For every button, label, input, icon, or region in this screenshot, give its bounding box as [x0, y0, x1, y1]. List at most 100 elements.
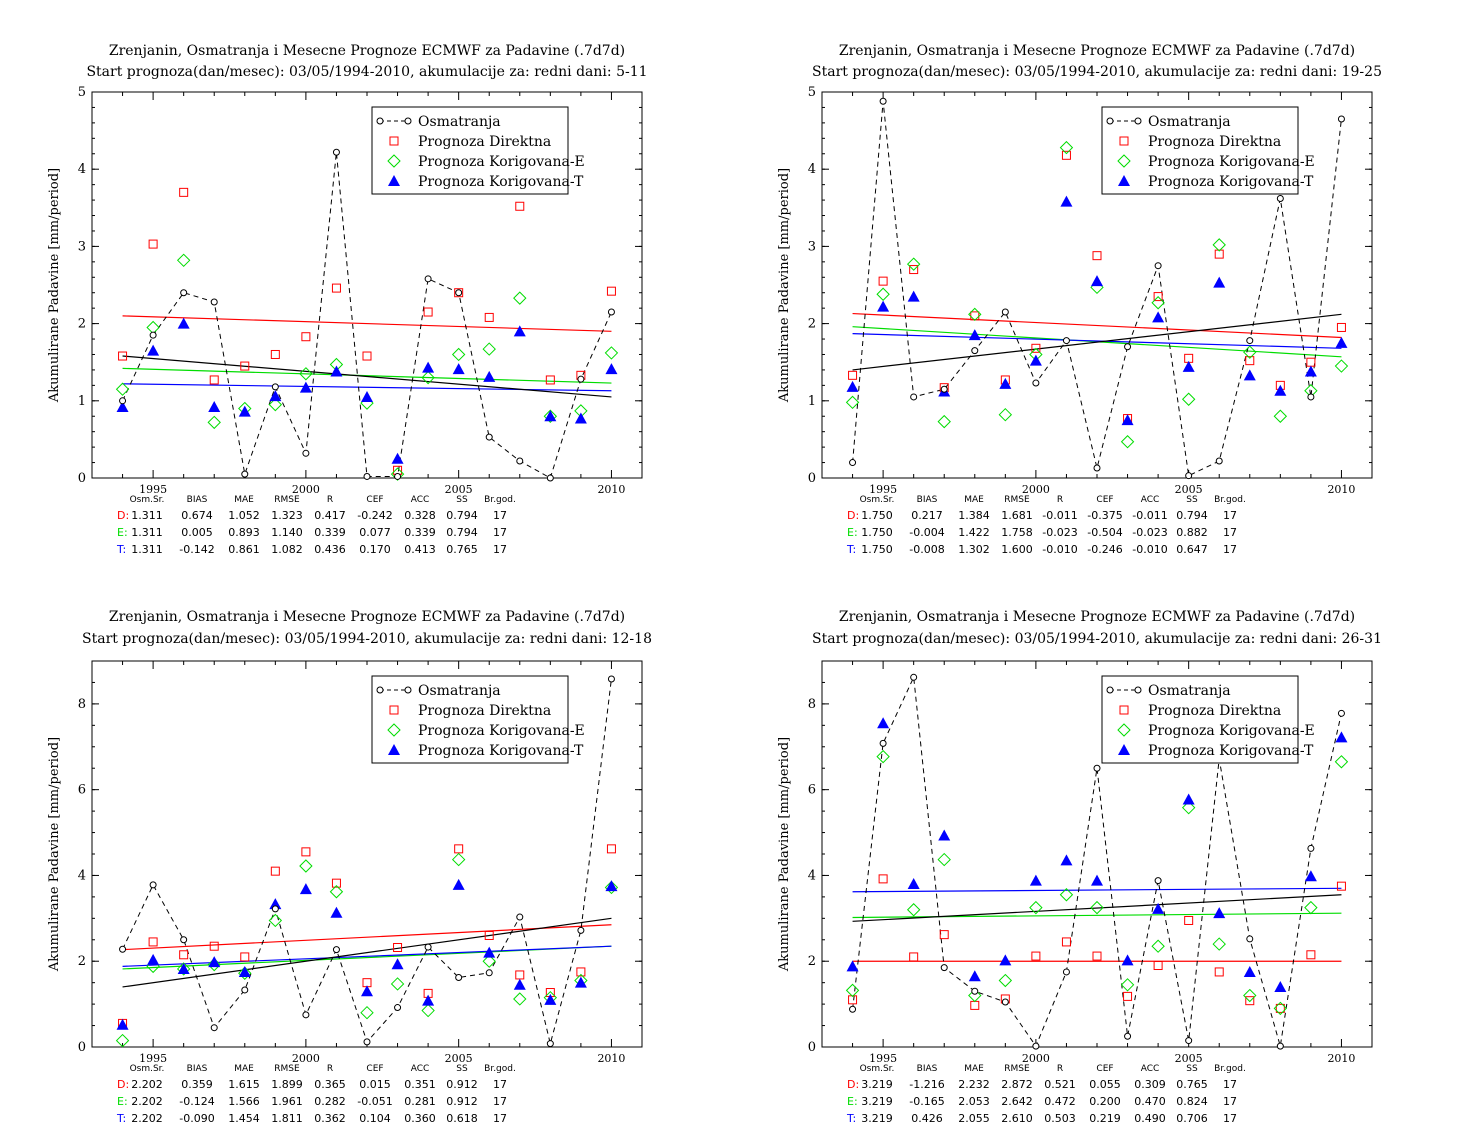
point-observed [210, 298, 218, 306]
point-corrected_e [1212, 937, 1226, 951]
point-corrected_e [238, 966, 252, 980]
point-observed [940, 385, 948, 393]
stats-value: -0.090 [179, 1112, 214, 1125]
point-corrected_e [1029, 900, 1043, 915]
point-observed [1246, 337, 1254, 345]
stats-row-label: D: [117, 1078, 129, 1091]
y-tick-label: 4 [78, 162, 86, 177]
y-tick-label: 3 [808, 239, 816, 254]
point-corrected_t [1029, 354, 1042, 366]
point-corrected_e [390, 467, 405, 481]
point-observed [210, 1024, 218, 1032]
y-tick-label: 3 [78, 239, 86, 254]
stats-header: RMSE [1004, 495, 1030, 505]
y-tick-label: 0 [808, 471, 816, 486]
chart-subtitle: Start prognoza(dan/mesec): 03/05/1994-20… [86, 64, 647, 80]
point-corrected_t [1213, 276, 1226, 288]
point-observed [1307, 393, 1315, 401]
stats-value: -0.051 [357, 1095, 392, 1108]
point-corrected_e [1181, 392, 1196, 406]
y-tick-label: 2 [808, 317, 816, 332]
legend-label-observed: Osmatranja [1148, 114, 1231, 130]
point-direct [1123, 991, 1133, 1001]
point-direct [331, 878, 341, 888]
point-corrected_t [1060, 854, 1073, 866]
x-tick-label: 2005 [1175, 1052, 1203, 1065]
stats-value: 2.642 [1001, 1095, 1033, 1108]
stats-value: -0.124 [179, 1095, 214, 1108]
trend-line-corrected_t [122, 945, 612, 967]
point-corrected_e [1090, 900, 1104, 915]
x-tick-label: 2000 [1022, 483, 1050, 496]
stats-header: MAE [964, 495, 984, 505]
stats-value: 0.618 [446, 1112, 478, 1125]
point-observed [1093, 764, 1101, 772]
point-corrected_t [907, 290, 920, 302]
stats-value: 17 [493, 526, 507, 539]
stats-value: 0.861 [228, 543, 260, 556]
point-observed [849, 1005, 857, 1013]
stats-value: 0.794 [446, 509, 478, 522]
trend-line-corrected_t [852, 887, 1342, 893]
stats-value: 2.232 [958, 1078, 990, 1091]
point-corrected_t [1274, 384, 1287, 396]
point-observed [332, 946, 340, 954]
point-corrected_e [937, 852, 951, 867]
stats-value: -0.023 [1042, 526, 1077, 539]
point-corrected_t [299, 883, 312, 895]
stats-header: RMSE [274, 495, 300, 505]
legend-box [1101, 106, 1299, 195]
point-direct [909, 265, 919, 275]
stats-value: 0.647 [1176, 543, 1208, 556]
point-corrected_t [544, 410, 557, 422]
y-axis-label: Akumulirane Padavine [mm/period] [47, 737, 62, 972]
legend-marker-corrected_e [1117, 154, 1131, 168]
point-corrected_e [876, 287, 890, 301]
point-observed [394, 1004, 402, 1012]
stats-value: 1.899 [271, 1078, 303, 1091]
chart-title: Zrenjanin, Osmatranja i Mesecne Prognoze… [109, 609, 625, 625]
y-tick-label: 6 [808, 783, 816, 798]
stats-value: 1.750 [861, 526, 893, 539]
y-tick-label: 1 [78, 394, 86, 409]
point-direct [1031, 343, 1041, 353]
stats-header: R [1057, 495, 1063, 505]
point-corrected_t [483, 370, 496, 382]
legend-marker-observed [376, 117, 384, 125]
point-observed [910, 393, 918, 401]
legend-marker-observed [404, 686, 412, 694]
point-corrected_t [1152, 902, 1165, 914]
legend-marker-observed [1106, 117, 1114, 125]
observed-line [122, 152, 612, 479]
trend-line-observed [852, 313, 1342, 371]
legend-marker-direct [389, 136, 399, 146]
stats-header: RMSE [274, 1064, 300, 1074]
y-tick-label: 8 [808, 697, 816, 712]
legend-marker-corrected_e [387, 723, 401, 737]
point-corrected_t [330, 906, 343, 918]
point-corrected_t [361, 390, 373, 402]
point-corrected_t [968, 329, 981, 341]
point-corrected_t [361, 985, 373, 997]
legend-marker-corrected_t [388, 744, 400, 755]
point-direct [1061, 937, 1071, 947]
point-observed [879, 739, 887, 747]
stats-value: 1.052 [228, 509, 260, 522]
point-corrected_e [998, 973, 1013, 988]
point-observed [180, 936, 188, 944]
legend-marker-corrected_t [1118, 744, 1130, 755]
chart-panel-2: Zrenjanin, Osmatranja i Mesecne Prognoze… [777, 43, 1382, 556]
point-corrected_t [1060, 195, 1073, 207]
stats-value: 1.311 [131, 543, 163, 556]
stats-value: 0.281 [404, 1095, 436, 1108]
stats-value: 1.750 [861, 543, 893, 556]
stats-value: 2.202 [131, 1078, 163, 1091]
stats-header: MAE [234, 1064, 254, 1074]
legend-marker-observed [404, 117, 412, 125]
point-observed [455, 974, 463, 982]
point-direct [179, 187, 189, 197]
legend-marker-direct [389, 705, 399, 715]
point-direct [1336, 881, 1346, 891]
stats-value: 17 [493, 509, 507, 522]
point-corrected_t [907, 878, 920, 890]
